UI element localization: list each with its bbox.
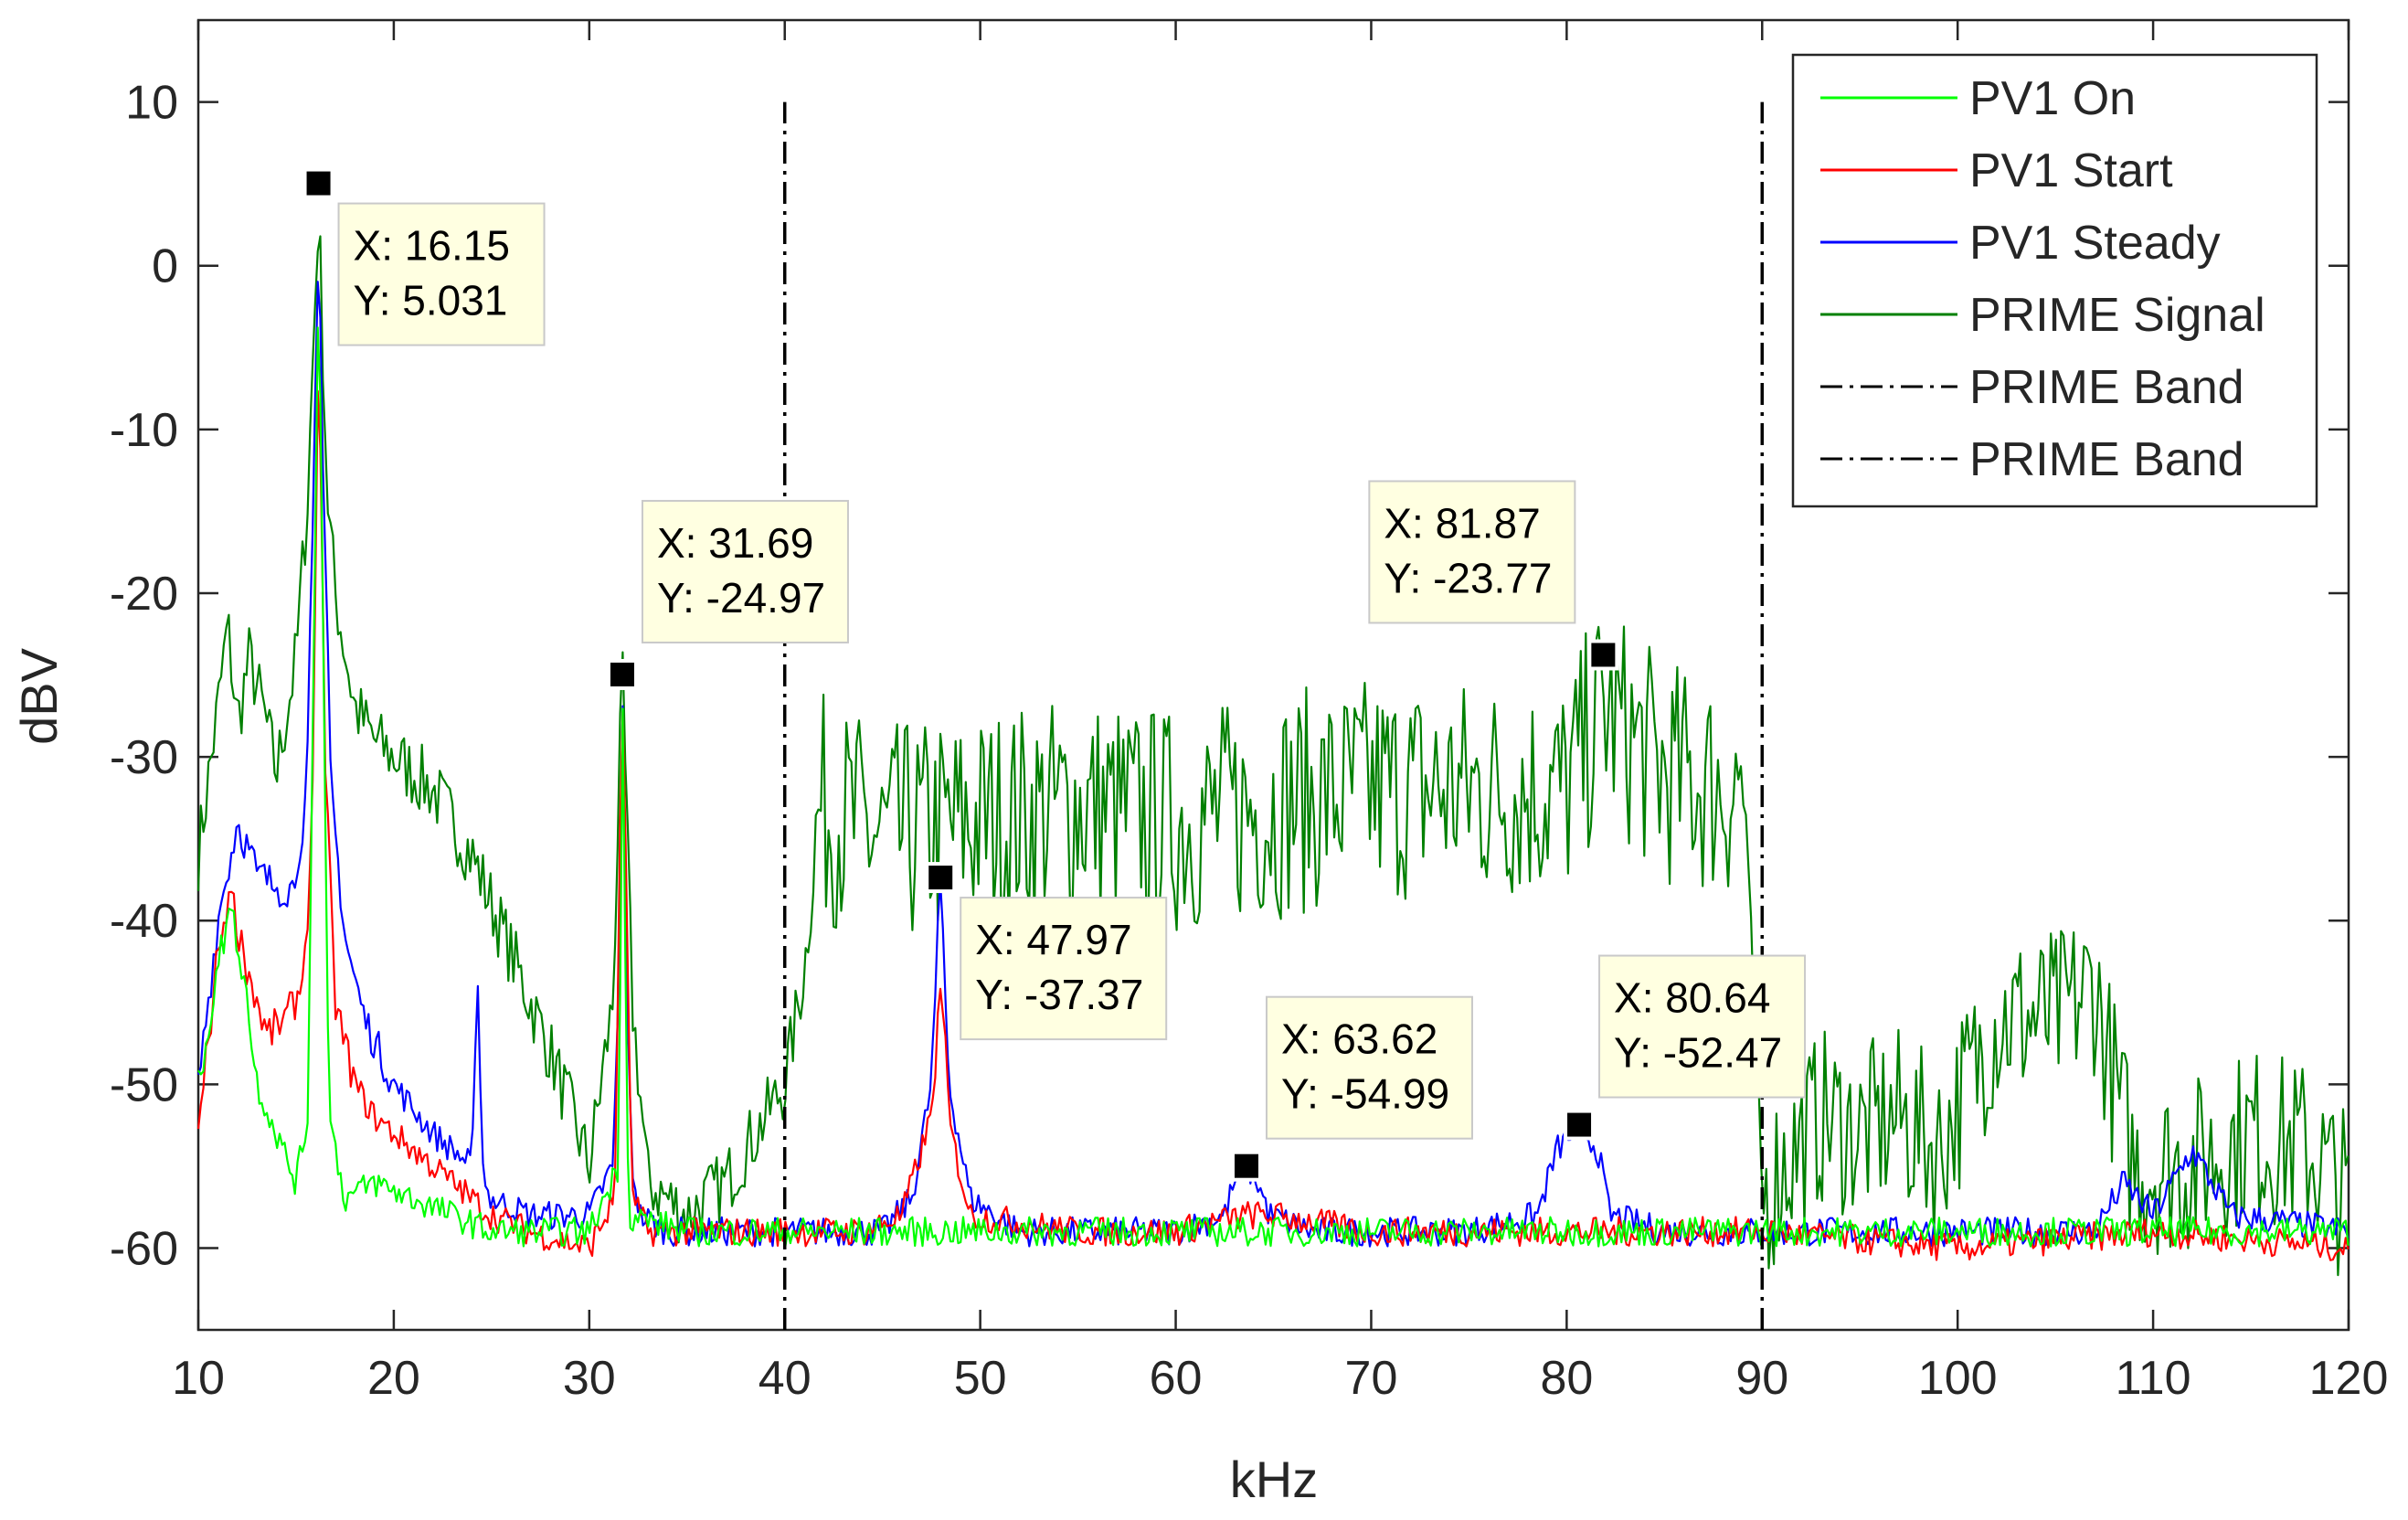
datatip: X: 80.64 Y: -52.47 xyxy=(1564,954,1807,1141)
y-tick-label: -20 xyxy=(110,568,178,621)
datatip-marker xyxy=(302,167,334,199)
x-tick-label: 110 xyxy=(2116,1352,2191,1405)
legend: PV1 On PV1 Start PV1 Steady PRIME Signal PRI… xyxy=(1791,53,2318,508)
y-tick-label: -10 xyxy=(110,404,178,457)
x-tick-label: 70 xyxy=(1345,1352,1398,1405)
x-tick-label: 100 xyxy=(1918,1352,1998,1405)
legend-entry: PRIME Band xyxy=(1969,361,2244,414)
x-tick-label: 30 xyxy=(563,1352,616,1405)
datatip-box xyxy=(641,499,849,643)
datatip: X: 31.69 Y: -24.97 xyxy=(606,499,849,690)
datatip-x-label: X: 47.97 xyxy=(975,916,1131,963)
x-tick-label: 60 xyxy=(1150,1352,1203,1405)
datatip-marker xyxy=(1587,639,1619,671)
datatip-x-label: X: 80.64 xyxy=(1614,974,1770,1022)
legend-entry: PV1 Steady xyxy=(1969,217,2221,270)
x-tick-label: 10 xyxy=(172,1352,225,1405)
datatip-box xyxy=(960,897,1168,1041)
datatip-y-label: Y: 5.031 xyxy=(354,277,508,324)
y-tick-label: -60 xyxy=(110,1222,178,1275)
datatip-marker xyxy=(1564,1109,1596,1141)
series-pv1-on xyxy=(197,326,2350,1248)
y-tick-label: -40 xyxy=(110,895,178,948)
x-tick-label: 20 xyxy=(367,1352,420,1405)
datatip-y-label: Y: -24.97 xyxy=(657,574,825,622)
datatip: X: 81.87 Y: -23.77 xyxy=(1368,480,1619,671)
datatip-y-label: Y: -52.47 xyxy=(1614,1029,1782,1077)
datatip-box xyxy=(1598,954,1807,1099)
datatip-x-label: X: 31.69 xyxy=(657,519,813,567)
legend-box xyxy=(1791,53,2318,508)
legend-entry: PRIME Band xyxy=(1969,433,2244,486)
datatip-box xyxy=(1368,480,1576,624)
x-tick-label: 40 xyxy=(758,1352,812,1405)
x-tick-label: 50 xyxy=(954,1352,1007,1405)
datatip-marker xyxy=(606,658,638,690)
datatip-marker xyxy=(925,862,957,894)
datatip-marker xyxy=(1230,1150,1262,1182)
series-prime-signal xyxy=(196,235,2350,1277)
y-tick-label: 10 xyxy=(125,77,178,130)
datatip-y-label: Y: -23.77 xyxy=(1384,554,1552,601)
legend-entry: PV1 Start xyxy=(1969,144,2173,197)
series-layer xyxy=(196,101,2350,1330)
x-tick-label: 120 xyxy=(2309,1352,2389,1405)
datatip-x-label: X: 63.62 xyxy=(1281,1015,1437,1063)
y-tick-label: 0 xyxy=(152,240,178,293)
datatip-y-label: Y: -37.37 xyxy=(975,971,1143,1018)
datatips: X: 16.15 Y: 5.031 X: 31.69 Y: -24.97 X: 47.9… xyxy=(302,167,1807,1182)
datatip-x-label: X: 16.15 xyxy=(354,222,510,270)
x-tick-label: 90 xyxy=(1735,1352,1788,1405)
y-axis-label: dBV xyxy=(10,647,68,744)
y-tick-label: -30 xyxy=(110,731,178,784)
datatip: X: 16.15 Y: 5.031 xyxy=(302,167,546,346)
datatip-box xyxy=(1265,995,1473,1140)
datatip: X: 63.62 Y: -54.99 xyxy=(1230,995,1473,1182)
x-axis-label: kHz xyxy=(1230,1451,1318,1508)
x-tick-label: 80 xyxy=(1540,1352,1593,1405)
datatip-x-label: X: 81.87 xyxy=(1384,499,1540,547)
datatip: X: 47.97 Y: -37.37 xyxy=(925,862,1168,1041)
datatip-y-label: Y: -54.99 xyxy=(1281,1070,1449,1118)
legend-entry: PV1 On xyxy=(1969,72,2136,125)
y-tick-label: -50 xyxy=(110,1058,178,1111)
legend-entry: PRIME Signal xyxy=(1969,289,2265,342)
datatip-box xyxy=(337,202,546,346)
